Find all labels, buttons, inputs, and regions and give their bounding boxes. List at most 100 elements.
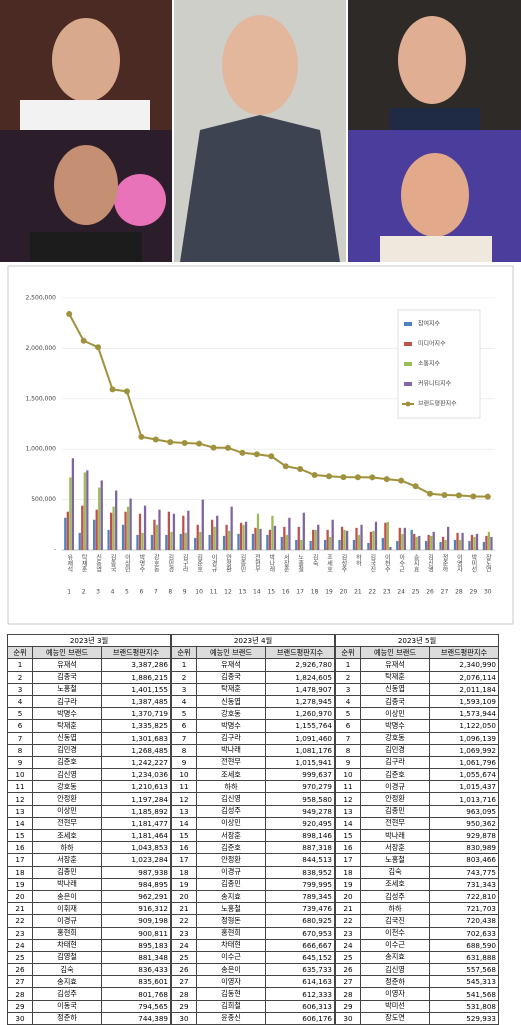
table-row: 23 홍현희 900,811	[7, 926, 171, 940]
table-row: 22 이경규 909,198	[7, 914, 171, 928]
table-cell: 2	[171, 670, 197, 684]
table-row: 6 탁재훈 1,335,825	[7, 719, 171, 733]
table-row: 29 김희철 606,313	[171, 999, 335, 1013]
column-title: 브랜드평판지수	[101, 646, 171, 660]
table-cell: 김동현	[196, 987, 266, 1001]
bar	[439, 541, 442, 550]
x-tick-number: 28	[455, 589, 463, 596]
table-row: 22 김국진 720,438	[335, 914, 499, 928]
table-row: 2 탁재훈 2,076,114	[335, 670, 499, 684]
table-cell: 이동국	[32, 999, 102, 1013]
table-cell: 유재석	[360, 658, 430, 672]
table-cell: 24	[335, 938, 361, 952]
table-cell: 8	[335, 743, 361, 757]
bar	[194, 537, 197, 550]
table-cell: 10	[335, 768, 361, 782]
table-cell: 830,989	[429, 841, 499, 855]
legend-label: 소통지수	[418, 360, 441, 368]
table-cell: 1,242,227	[101, 755, 171, 770]
table-cell: 2,011,184	[429, 682, 499, 696]
table-cell: 1,043,853	[101, 841, 171, 855]
table-cell: 하하	[196, 780, 266, 794]
table-cell: 송은이	[32, 889, 102, 904]
month-title: 2023년 3월	[7, 633, 171, 648]
bar	[251, 533, 255, 550]
bar	[302, 512, 305, 550]
x-tick-number: 24	[397, 589, 405, 596]
ranking-table: 2023년 3월 순위 예능인 브랜드 브랜드평판지수 1 유재석 3,387,286 2 김종…	[7, 633, 515, 1025]
photo-decor	[114, 174, 166, 226]
photo-shirt	[20, 100, 150, 130]
table-cell: 3	[335, 682, 361, 696]
table-cell: 26	[335, 963, 361, 977]
table-cell: 김신영	[196, 792, 266, 806]
table-row: 11 이경규 1,015,437	[335, 780, 499, 794]
bar	[490, 536, 493, 550]
table-cell: 정준하	[360, 975, 430, 989]
bar	[297, 526, 300, 550]
table-row: 1 유재석 2,340,990	[335, 658, 499, 672]
table-cell: 1,824,605	[265, 670, 335, 684]
table-cell: 조세호	[196, 768, 266, 782]
table-cell: 유재석	[32, 658, 102, 672]
bar	[475, 533, 479, 550]
photo-suit	[180, 115, 340, 262]
bar	[427, 534, 430, 550]
bar	[227, 530, 231, 550]
bar	[352, 539, 356, 550]
table-cell: 11	[335, 780, 361, 794]
y-tick-label: 2,000,000	[25, 345, 56, 352]
legend-label: 커뮤니티지수	[418, 380, 452, 388]
table-cell: 25	[335, 950, 361, 965]
table-row: 9 전현무 1,015,941	[171, 755, 335, 770]
x-tick-label: 김구라	[181, 554, 188, 573]
bar	[468, 540, 471, 550]
bar	[485, 535, 488, 550]
table-cell: 541,568	[429, 987, 499, 1001]
table-cell: 1,260,970	[265, 707, 335, 721]
table-cell: 김구라	[360, 755, 430, 770]
table-row: 12 안정환 1,197,284	[7, 792, 171, 806]
table-row: 27 정준하 545,313	[335, 975, 499, 989]
bar	[201, 499, 204, 550]
table-cell: 962,291	[101, 889, 171, 904]
line-point	[239, 449, 246, 456]
x-tick-number: 7	[154, 589, 158, 596]
bar	[403, 527, 406, 550]
table-cell: 1	[171, 658, 197, 672]
table-cell: 1,197,284	[101, 792, 171, 806]
line-point	[484, 493, 491, 500]
x-tick-label: 김숙	[311, 554, 318, 567]
table-row: 15 박나래 929,878	[335, 828, 499, 843]
table-row: 26 김숙 836,433	[7, 963, 171, 977]
table-row: 5 박명수 1,370,719	[7, 707, 171, 721]
table-row: 17 안정환 844,513	[171, 853, 335, 867]
table-cell: 1,015,941	[265, 755, 335, 770]
x-tick-label: 김준호	[196, 554, 203, 572]
table-cell: 김성주	[32, 987, 102, 1001]
x-tick-number: 8	[168, 589, 172, 596]
bar	[271, 515, 274, 550]
table-row: 7 신동엽 1,301,683	[7, 731, 171, 745]
table-cell: 645,152	[265, 950, 335, 965]
bar	[389, 546, 392, 550]
y-tick-label: 1,000,000	[25, 446, 56, 453]
table-row: 28 이영자 541,568	[335, 987, 499, 1001]
line-point	[224, 444, 231, 451]
table-cell: 30	[335, 1011, 361, 1025]
photo-face	[398, 16, 466, 104]
bar	[155, 524, 159, 550]
bar	[280, 536, 283, 550]
table-cell: 1,069,992	[429, 743, 499, 757]
column-title: 순위	[171, 646, 197, 660]
table-cell: 13	[171, 804, 197, 818]
table-cell: 유재석	[196, 658, 266, 672]
table-cell: 1,210,613	[101, 780, 171, 794]
x-tick-label: 김신영	[427, 554, 434, 572]
table-cell: 이상민	[196, 816, 266, 831]
table-row: 19 조세호 731,343	[335, 877, 499, 891]
x-tick-label: 하하	[354, 553, 361, 567]
table-row: 8 김민경 1,069,992	[335, 743, 499, 757]
table-cell: 28	[171, 987, 197, 1001]
table-row: 12 안정환 1,013,716	[335, 792, 499, 806]
